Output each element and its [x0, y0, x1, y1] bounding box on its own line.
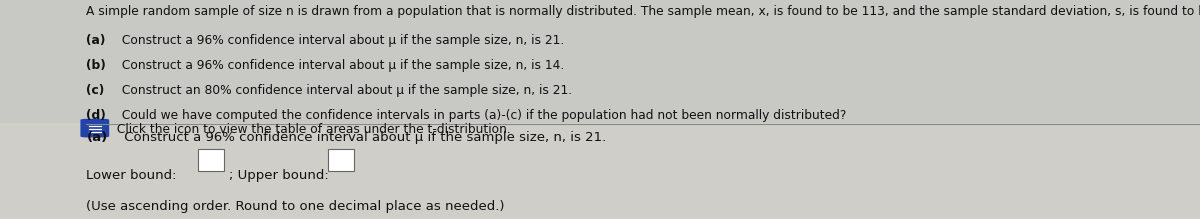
- Text: A simple random sample of size n is drawn from a population that is normally dis: A simple random sample of size n is draw…: [86, 5, 1200, 18]
- Text: Lower bound:: Lower bound:: [86, 169, 176, 182]
- Text: (a): (a): [86, 131, 108, 144]
- Text: (a): (a): [86, 34, 106, 47]
- Bar: [0, 0, 1200, 123]
- Text: Construct a 96% confidence interval about μ if the sample size, n, is 21.: Construct a 96% confidence interval abou…: [120, 131, 606, 144]
- Text: Construct a 96% confidence interval about μ if the sample size, n, is 21.: Construct a 96% confidence interval abou…: [118, 34, 564, 47]
- Bar: [198, 149, 224, 171]
- Text: (b): (b): [86, 59, 106, 72]
- Text: (c): (c): [86, 84, 104, 97]
- Text: (d): (d): [86, 110, 106, 122]
- Text: Could we have computed the confidence intervals in parts (a)-(c) if the populati: Could we have computed the confidence in…: [118, 110, 846, 122]
- Text: Click the icon to view the table of areas under the t-distribution.: Click the icon to view the table of area…: [113, 123, 510, 136]
- FancyBboxPatch shape: [80, 119, 109, 138]
- Bar: [0, 123, 1200, 219]
- Text: ; Upper bound:: ; Upper bound:: [229, 169, 329, 182]
- Bar: [328, 149, 354, 171]
- Text: Construct a 96% confidence interval about μ if the sample size, n, is 14.: Construct a 96% confidence interval abou…: [118, 59, 564, 72]
- Text: Construct an 80% confidence interval about μ if the sample size, n, is 21.: Construct an 80% confidence interval abo…: [118, 84, 571, 97]
- Text: (Use ascending order. Round to one decimal place as needed.): (Use ascending order. Round to one decim…: [86, 200, 505, 213]
